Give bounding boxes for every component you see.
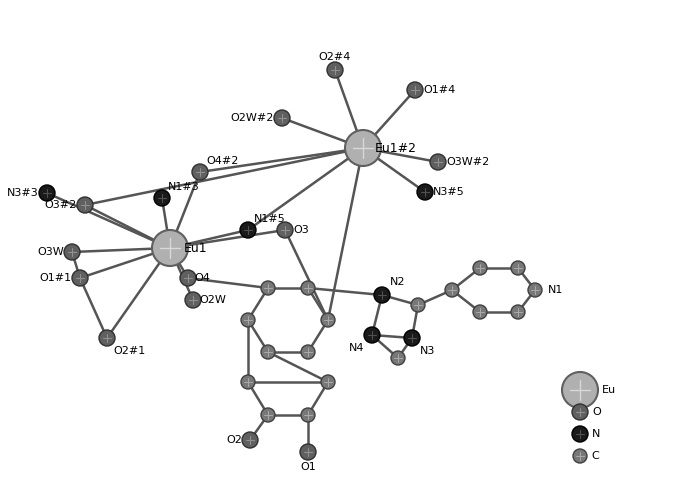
- Circle shape: [241, 313, 255, 327]
- Circle shape: [64, 244, 80, 260]
- Circle shape: [180, 270, 196, 286]
- Circle shape: [277, 222, 293, 238]
- Circle shape: [473, 261, 487, 275]
- Circle shape: [430, 154, 446, 170]
- Circle shape: [154, 190, 170, 206]
- Text: N1#3: N1#3: [168, 182, 199, 192]
- Circle shape: [241, 375, 255, 389]
- Text: N4: N4: [348, 343, 364, 353]
- Circle shape: [261, 408, 275, 422]
- Text: O: O: [592, 407, 600, 417]
- Text: O2W#2: O2W#2: [231, 113, 274, 123]
- Text: O2#1: O2#1: [113, 346, 145, 356]
- Circle shape: [77, 197, 93, 213]
- Text: N1: N1: [548, 285, 564, 295]
- Text: Eu1: Eu1: [184, 241, 208, 255]
- Circle shape: [473, 305, 487, 319]
- Circle shape: [301, 408, 315, 422]
- Text: N2: N2: [390, 277, 405, 287]
- Text: O2#4: O2#4: [319, 52, 351, 62]
- Circle shape: [301, 345, 315, 359]
- Text: O2W: O2W: [199, 295, 226, 305]
- Circle shape: [445, 283, 459, 297]
- Text: C: C: [591, 451, 599, 461]
- Circle shape: [327, 62, 343, 78]
- Circle shape: [242, 432, 258, 448]
- Text: O4: O4: [194, 273, 210, 283]
- Text: O4#2: O4#2: [206, 156, 238, 166]
- Circle shape: [39, 185, 55, 201]
- Circle shape: [562, 372, 598, 408]
- Circle shape: [261, 281, 275, 295]
- Circle shape: [511, 261, 525, 275]
- Circle shape: [274, 110, 290, 126]
- Text: N1#5: N1#5: [254, 214, 286, 224]
- Text: N3#3: N3#3: [7, 188, 39, 198]
- Text: O3W#2: O3W#2: [446, 157, 489, 167]
- Circle shape: [152, 230, 188, 266]
- Circle shape: [364, 327, 380, 343]
- Text: O1: O1: [300, 462, 316, 472]
- Circle shape: [72, 270, 88, 286]
- Circle shape: [321, 375, 335, 389]
- Text: N: N: [592, 429, 600, 439]
- Text: O3: O3: [293, 225, 309, 235]
- Circle shape: [240, 222, 256, 238]
- Circle shape: [185, 292, 201, 308]
- Circle shape: [573, 449, 587, 463]
- Text: O1#1: O1#1: [40, 273, 72, 283]
- Text: O3#2: O3#2: [44, 200, 77, 210]
- Circle shape: [374, 287, 390, 303]
- Text: O2: O2: [226, 435, 242, 445]
- Text: Eu1#2: Eu1#2: [375, 141, 417, 154]
- Circle shape: [192, 164, 208, 180]
- Circle shape: [411, 298, 425, 312]
- Text: O1#4: O1#4: [423, 85, 455, 95]
- Text: Eu: Eu: [602, 385, 616, 395]
- Circle shape: [528, 283, 542, 297]
- Circle shape: [99, 330, 115, 346]
- Text: N3: N3: [420, 346, 435, 356]
- Circle shape: [391, 351, 405, 365]
- Circle shape: [300, 444, 316, 460]
- Circle shape: [345, 130, 381, 166]
- Circle shape: [301, 281, 315, 295]
- Circle shape: [572, 426, 588, 442]
- Circle shape: [321, 313, 335, 327]
- Text: N3#5: N3#5: [433, 187, 465, 197]
- Circle shape: [417, 184, 433, 200]
- Circle shape: [572, 404, 588, 420]
- Circle shape: [404, 330, 420, 346]
- Circle shape: [407, 82, 423, 98]
- Circle shape: [261, 345, 275, 359]
- Circle shape: [511, 305, 525, 319]
- Text: O3W: O3W: [38, 247, 64, 257]
